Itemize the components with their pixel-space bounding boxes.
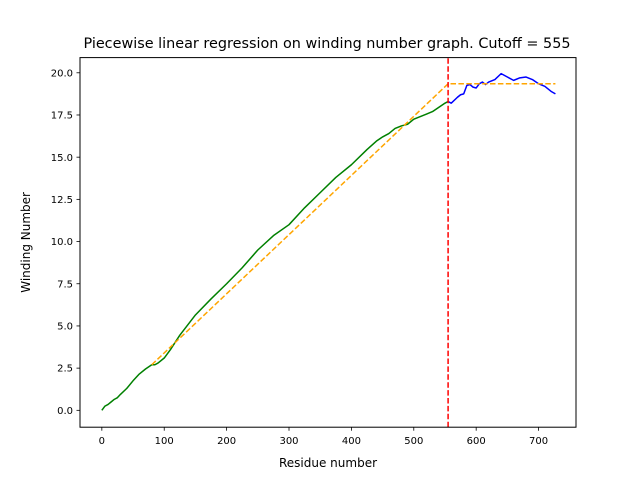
plot-frame (79, 57, 577, 428)
y-tick-label: 5.0 (57, 322, 73, 333)
chart-title: Piecewise linear regression on winding n… (83, 36, 570, 52)
y-tick-label: 15.0 (51, 153, 73, 164)
x-tick-label: 400 (342, 436, 361, 447)
series-line-0 (101, 100, 449, 411)
x-tick-label: 700 (529, 436, 548, 447)
y-tick-label: 0.0 (57, 406, 73, 417)
x-axis: 0 100 200 300 400 500 600 700 (99, 427, 548, 447)
y-tick-label: 2.5 (57, 364, 73, 375)
x-tick-label: 500 (404, 436, 423, 447)
y-axis-label: Winding Number (19, 192, 33, 293)
y-tick-label: 17.5 (51, 111, 73, 122)
y-axis: 0.0 2.5 5.0 7.5 10.0 12.5 15.0 17.5 20.0 (51, 68, 80, 417)
x-tick-label: 0 (99, 436, 105, 447)
y-tick-label: 10.0 (51, 237, 73, 248)
x-tick-label: 300 (279, 436, 298, 447)
y-tick-label: 7.5 (57, 279, 73, 290)
y-tick-label: 12.5 (51, 195, 73, 206)
series-layer (101, 57, 556, 428)
y-tick-label: 20.0 (51, 68, 73, 79)
x-tick-label: 600 (467, 436, 486, 447)
x-tick-label: 100 (155, 436, 174, 447)
x-axis-label: Residue number (279, 456, 377, 470)
x-tick-label: 200 (217, 436, 236, 447)
